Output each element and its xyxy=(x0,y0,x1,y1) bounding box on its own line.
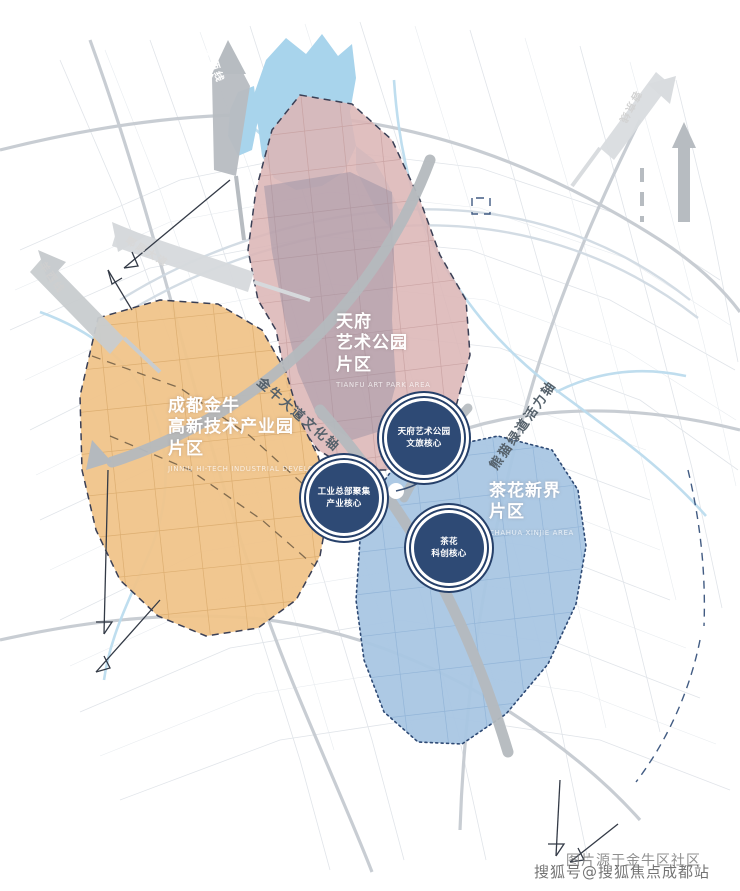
road-arrow-upright xyxy=(640,122,696,222)
core-badge-line-1: 天府艺术公园 xyxy=(397,426,451,437)
core-badge-industry-headquarters[interactable]: 工业总部聚集 产业核心 xyxy=(309,463,379,533)
core-badge-line-1: 工业总部聚集 xyxy=(317,486,371,497)
overlay-shaded-block xyxy=(264,172,396,440)
core-badge-chahua-innovation[interactable]: 茶花 科创核心 xyxy=(414,513,484,583)
core-badge-tianfu-art-park[interactable]: 天府艺术公园 文旅核心 xyxy=(387,401,461,475)
core-badge-line-2: 产业核心 xyxy=(326,499,362,509)
core-badge-line-2: 科创核心 xyxy=(431,549,467,559)
direction-arrows xyxy=(95,179,619,863)
road-arrow-rongjing xyxy=(570,72,676,188)
core-badge-line-2: 文旅核心 xyxy=(406,439,442,449)
road-arrow-yangxi xyxy=(30,250,162,374)
core-badge-line-1: 茶花 xyxy=(440,536,458,547)
outer-boundary-dashed xyxy=(471,197,706,783)
road-arrow-pixi xyxy=(112,222,311,302)
road-arrow-shaxi xyxy=(212,40,250,241)
